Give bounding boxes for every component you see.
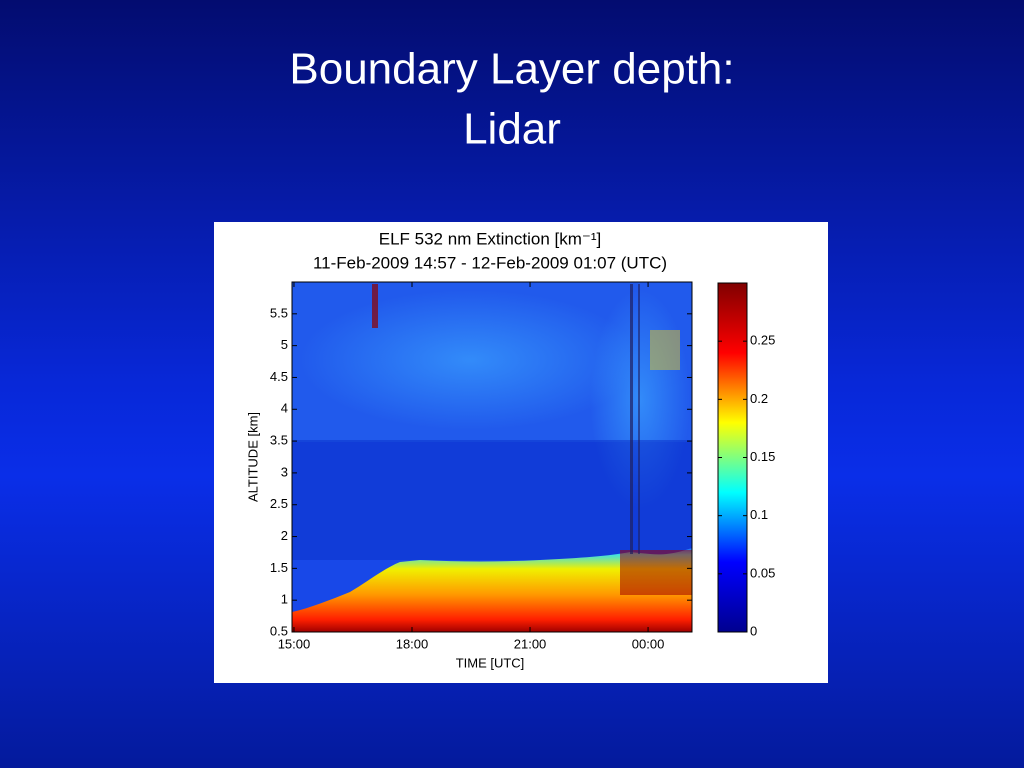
slide-title: Lidar [463,105,561,154]
y-tick-label: 4 [281,401,288,416]
x-tick-label: 15:00 [278,636,311,651]
heatmap-cloud [620,550,692,595]
y-tick-label: 1.5 [270,560,288,575]
heatmap-cloud [372,284,378,328]
chart-subtitle: 11-Feb-2009 14:57 - 12-Feb-2009 01:07 (U… [313,253,667,272]
x-tick-label: 18:00 [396,636,429,651]
colorbar-tick-label: 0 [750,623,757,638]
colorbar-tick-label: 0.2 [750,391,768,406]
slide-title: Boundary Layer depth: [289,45,734,94]
chart-title: ELF 532 nm Extinction [km⁻¹] [379,229,602,248]
plot-frame [291,281,693,633]
colorbar-tick-label: 0.25 [750,333,775,348]
colorbar-tick-label: 0.05 [750,565,775,580]
y-tick-label: 2.5 [270,496,288,511]
colorbar-tick-label: 0.15 [750,449,775,464]
y-axis-label: ALTITUDE [km] [245,412,260,502]
heatmap-streak [638,284,640,554]
heatmap-cloud [650,330,680,370]
y-tick-label: 0.5 [270,623,288,638]
heatmap-haze [300,290,640,430]
heatmap-streak [630,284,633,554]
y-tick-label: 2 [281,528,288,543]
boundary-layer [292,548,692,632]
heatmap-clear [292,440,692,560]
y-tick-label: 3.5 [270,433,288,448]
colorbar [717,282,748,633]
x-tick-label: 21:00 [514,636,547,651]
heatmap-image [292,282,692,632]
x-tick-label: 00:00 [632,636,665,651]
x-axis-label: TIME [UTC] [456,655,525,670]
y-tick-label: 1 [281,592,288,607]
y-tick-label: 5 [281,337,288,352]
y-tick-label: 3 [281,464,288,479]
colorbar-tick-label: 0.1 [750,507,768,522]
y-tick-label: 5.5 [270,305,288,320]
y-tick-label: 4.5 [270,369,288,384]
